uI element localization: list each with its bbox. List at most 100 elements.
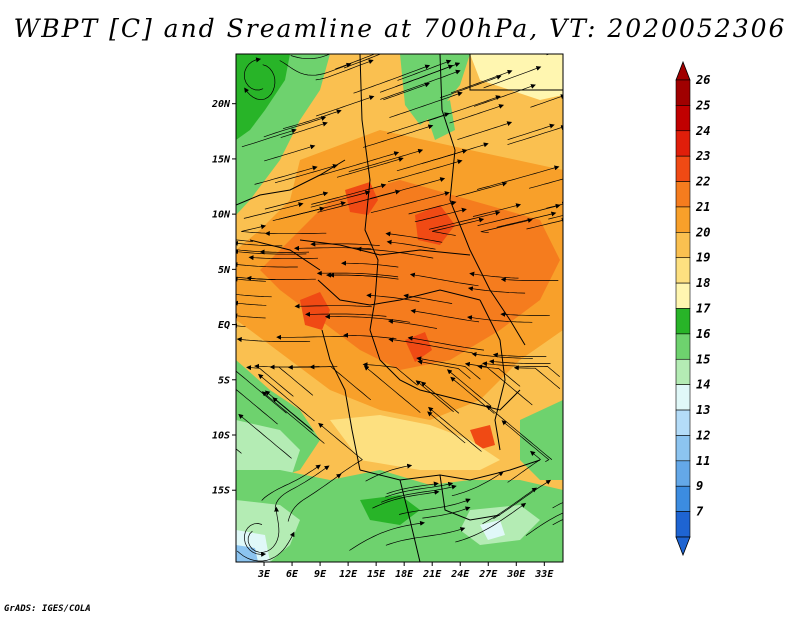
longitude-axis: 3E 6E 9E 12E 15E 18E 21E 24E 27E 30E 33E: [257, 562, 554, 580]
streamline: [415, 380, 454, 413]
streamline: [483, 66, 542, 89]
streamline: [236, 531, 295, 562]
streamline: [480, 218, 533, 234]
streamline: [329, 272, 399, 280]
streamline: [449, 104, 505, 124]
streamline: [417, 359, 471, 379]
streamline: [422, 506, 471, 519]
colorbar-segment: [675, 460, 691, 487]
streamline: [385, 527, 466, 546]
border-line: [439, 54, 526, 346]
lat-tick-label: 15S: [212, 486, 230, 497]
streamline: [386, 481, 439, 495]
streamline: [451, 471, 504, 497]
streamline: [282, 109, 342, 130]
streamline: [238, 413, 292, 459]
streamline: [383, 82, 430, 101]
streamline: [261, 391, 325, 444]
streamline: [407, 335, 485, 351]
colorbar-label: 12: [696, 428, 710, 442]
streamline: [513, 365, 561, 389]
streamlines: [236, 54, 563, 562]
streamline: [236, 313, 266, 319]
streamline: [471, 351, 533, 359]
border-line: [321, 329, 361, 471]
colorbar-segment: [675, 105, 691, 132]
streamline: [500, 311, 550, 317]
border-line: [359, 54, 379, 331]
streamline: [294, 303, 372, 309]
streamline: [348, 148, 424, 173]
colorbar-segment: [675, 130, 691, 157]
streamline: [280, 121, 328, 138]
streamline: [525, 510, 563, 536]
chart-title: WBPT [C] and Sreamline at 700hPa, VT: 20…: [13, 14, 787, 43]
colorbar-segment: [675, 308, 691, 335]
streamline: [428, 406, 482, 452]
streamline: [244, 64, 276, 101]
streamline: [236, 444, 242, 454]
streamline: [236, 249, 307, 255]
streamline: [236, 370, 287, 414]
streamline: [420, 381, 460, 414]
plot-frame: [235, 53, 564, 563]
streamline: [254, 363, 320, 369]
streamline: [467, 286, 526, 294]
lon-tick-label: 27E: [478, 569, 498, 580]
country-borders: [236, 54, 563, 562]
streamline: [363, 365, 421, 413]
streamline: [365, 463, 413, 482]
streamline: [507, 125, 563, 145]
colorbar-segment: [675, 511, 691, 538]
streamline: [379, 62, 461, 93]
lon-tick-label: 15E: [367, 569, 386, 580]
streamline: [236, 276, 276, 281]
streamline: [366, 292, 420, 302]
streamline: [473, 84, 536, 107]
streamline: [385, 481, 454, 498]
streamline: [427, 95, 501, 122]
lat-tick-label: 10N: [212, 210, 231, 221]
streamline: [388, 318, 437, 329]
streamline: [236, 262, 298, 268]
colorbar-label: 26: [695, 73, 710, 87]
streamline: [294, 245, 372, 251]
streamline: [349, 520, 425, 551]
streamline: [248, 255, 319, 261]
streamline: [356, 246, 434, 259]
colorbar-label: 22: [695, 175, 710, 189]
streamline: [274, 465, 330, 511]
lat-tick-label: 5N: [218, 265, 231, 276]
credit-text: GrADS: IGES/COLA: [4, 604, 91, 614]
streamline: [482, 487, 538, 525]
lon-tick-label: 9E: [314, 569, 327, 580]
border-line: [299, 239, 471, 256]
lon-tick-label: 3E: [257, 569, 271, 580]
streamline: [380, 69, 461, 100]
streamline: [279, 60, 352, 76]
streamline: [310, 190, 371, 208]
streamline: [552, 516, 563, 526]
border-line: [439, 474, 501, 521]
streamline: [254, 165, 318, 185]
border-line: [317, 279, 481, 306]
streamline: [370, 191, 450, 214]
colorbar-label: 9: [696, 479, 703, 493]
lon-tick-label: 30E: [506, 569, 526, 580]
streamline: [317, 189, 401, 213]
streamline: [341, 260, 399, 268]
streamline: [388, 337, 473, 354]
streamline: [386, 239, 436, 250]
colorbar-label: 18: [696, 276, 710, 290]
lat-tick-label: 15N: [212, 154, 231, 165]
streamline: [258, 373, 315, 422]
colorbar-segment: [675, 181, 691, 208]
streamline: [446, 369, 492, 407]
streamline: [389, 91, 463, 118]
streamline: [264, 144, 316, 162]
streamline: [261, 464, 321, 501]
streamline: [246, 365, 294, 397]
streamline: [530, 94, 563, 108]
streamline: [247, 506, 280, 553]
colorbar-high-arrow: [675, 60, 691, 81]
